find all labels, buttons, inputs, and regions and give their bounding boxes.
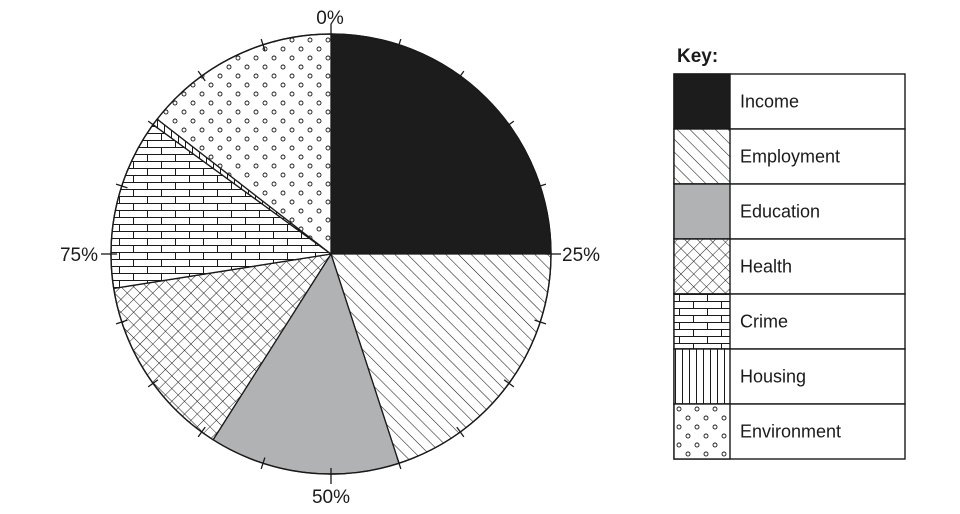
pie-percent-ticks [101, 24, 561, 484]
legend-swatch-health [673, 238, 731, 295]
tick-80 [115, 183, 128, 189]
tick-45 [396, 457, 402, 470]
pie-slices [110, 33, 552, 475]
legend-item-employment: Employment [673, 128, 906, 185]
legend-swatch-employment [673, 128, 731, 185]
legend-label-health: Health [740, 257, 792, 277]
legend-label-environment: Environment [740, 422, 841, 442]
tick-95 [260, 38, 266, 51]
legend-rows: Income Employment Education Health Crime Hous… [673, 73, 906, 460]
legend-label-employment: Employment [740, 147, 840, 167]
axis-label-0: 0% [316, 8, 344, 29]
tick-5 [396, 38, 402, 51]
legend-item-health: Health [673, 238, 906, 295]
legend-label-income: Income [740, 92, 799, 112]
tick-15 [503, 120, 515, 129]
tick-65 [147, 379, 159, 388]
legend-label-education: Education [740, 202, 820, 222]
tick-20 [534, 183, 547, 189]
axis-label-50: 50% [312, 487, 350, 508]
tick-60 [197, 426, 206, 438]
tick-35 [503, 379, 515, 388]
legend-item-education: Education [673, 183, 906, 240]
tick-70 [115, 319, 128, 325]
legend-swatch-housing [673, 348, 731, 405]
legend-swatch-education [673, 183, 731, 240]
legend-label-crime: Crime [740, 312, 788, 332]
legend-item-housing: Housing [673, 348, 906, 405]
tick-10 [456, 70, 465, 82]
tick-90 [197, 70, 206, 82]
legend-item-environment: Environment [673, 403, 906, 460]
legend: Key: Income Employment Education Health Crim… [673, 46, 906, 460]
tick-85 [147, 120, 159, 129]
axis-label-75: 75% [60, 245, 98, 266]
legend-item-crime: Crime [673, 293, 906, 350]
tick-40 [456, 426, 465, 438]
pie-slice-income [330, 33, 552, 255]
axis-label-25: 25% [562, 245, 600, 266]
legend-swatch-income [673, 73, 731, 130]
legend-title: Key: [677, 46, 718, 67]
legend-label-housing: Housing [740, 367, 806, 387]
legend-item-income: Income [673, 73, 906, 130]
legend-swatch-crime [673, 293, 731, 350]
tick-30 [534, 319, 547, 325]
tick-55 [260, 457, 266, 470]
legend-swatch-environment [673, 403, 731, 460]
